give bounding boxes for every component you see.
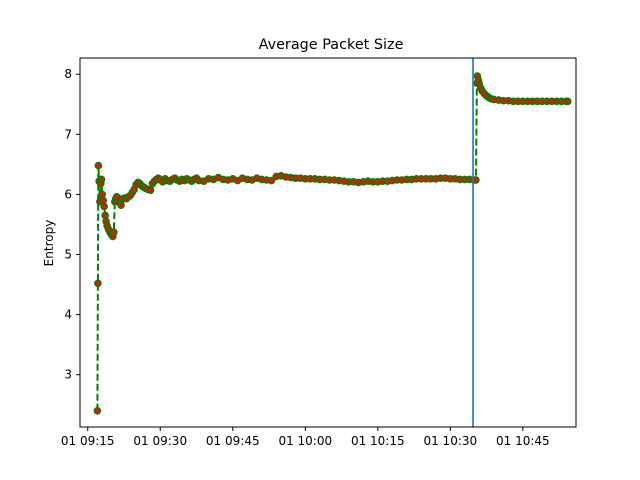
y-tick-label: 5 — [64, 248, 72, 262]
plot-content — [93, 58, 572, 427]
data-point — [146, 186, 155, 195]
data-point — [94, 279, 102, 288]
plot-frame — [79, 57, 577, 428]
data-point — [93, 406, 102, 415]
x-tick-label: 01 09:15 — [61, 434, 115, 448]
data-point — [110, 228, 118, 237]
data-point — [94, 161, 103, 170]
data-point — [563, 97, 572, 106]
x-tick-label: 01 10:45 — [496, 434, 550, 448]
x-tick-label: 01 10:00 — [278, 434, 332, 448]
x-tick-label: 01 09:30 — [133, 434, 187, 448]
y-tick-label: 7 — [64, 127, 72, 141]
data-point — [117, 201, 125, 210]
y-tick-label: 3 — [64, 368, 72, 382]
data-point — [98, 190, 107, 199]
data-point — [99, 196, 108, 205]
y-tick-label: 8 — [64, 67, 72, 81]
data-point — [267, 176, 276, 185]
plot-area — [93, 58, 572, 427]
chart-title: Average Packet Size — [259, 37, 404, 53]
x-tick-label: 01 10:30 — [423, 434, 477, 448]
x-tick-label: 01 10:15 — [351, 434, 405, 448]
y-tick-label: 6 — [64, 187, 72, 201]
x-tick-label: 01 09:45 — [206, 434, 260, 448]
data-point — [101, 211, 109, 220]
y-axis-label: Entropy — [42, 220, 56, 267]
y-tick-label: 4 — [64, 308, 72, 322]
axes: 01 09:15 01 09:30 01 09:45 01 10:00 01 10:15… — [61, 57, 577, 448]
data-point — [97, 175, 106, 184]
data-point — [100, 202, 108, 211]
